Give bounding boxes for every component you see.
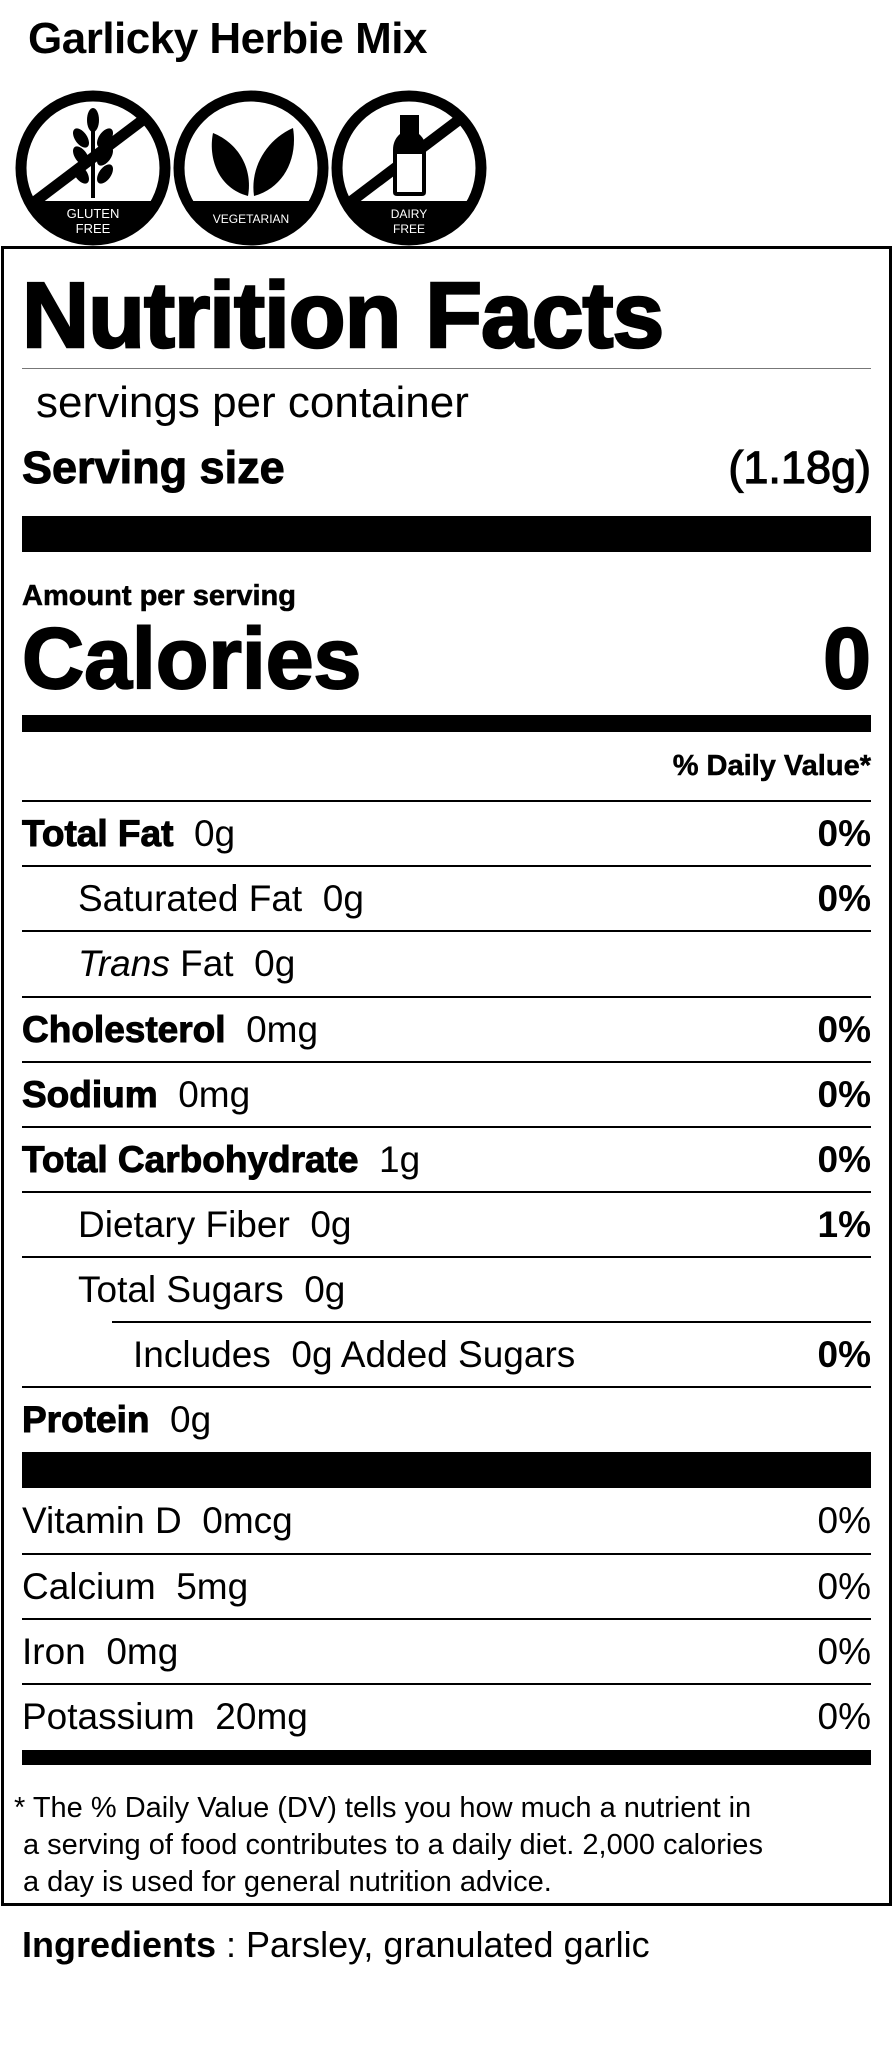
ingredients-text: Parsley, granulated garlic (246, 1924, 650, 1965)
vitamin-name: Potassium (22, 1695, 195, 1737)
nutrient-amount: 1g (379, 1138, 421, 1180)
nutrient-amount: 0mg (246, 1008, 319, 1050)
nutrient-name: Sodium (22, 1073, 159, 1115)
nutrient-amount: 0mg (178, 1073, 251, 1115)
footnote: * The % Daily Value (DV) tells you how m… (14, 1790, 874, 1901)
divider (22, 368, 871, 369)
calories-row: Calories 0 (21, 611, 872, 707)
nutrient-row-total-fat: Total Fat 0g 0% (21, 800, 871, 865)
badge-gluten-line1: GLUTEN (67, 206, 120, 221)
vitamin-dv: 0% (817, 1630, 871, 1672)
nutrient-dv: 0% (817, 877, 871, 919)
amount-per-serving: Amount per serving (22, 580, 297, 613)
vitamin-row-iron: Iron 0mg 0% (22, 1618, 871, 1683)
nutrient-row-added-sugars: Includes 0g Added Sugars 0% (112, 1321, 871, 1386)
badge-dairy-line1: DAIRY (391, 207, 427, 221)
dietary-badges: GLUTEN FREE VEGETARIAN DAIRY FREE (15, 90, 487, 246)
nutrient-name: Includes (133, 1333, 271, 1375)
nutrient-amount: 0g (310, 1203, 352, 1245)
nutrient-row-total-carbohydrate: Total Carbohydrate 1g 0% (21, 1126, 871, 1191)
vitamin-amount: 0mcg (202, 1499, 293, 1541)
medium-divider (22, 715, 871, 732)
thick-divider (22, 1452, 871, 1488)
vitamin-dv: 0% (817, 1499, 871, 1541)
calories-value: 0 (822, 611, 872, 707)
nutrient-name: Total Carbohydrate (21, 1138, 359, 1180)
nutrient-dv: 0% (817, 1333, 871, 1375)
vitamin-row-vitamin-d: Vitamin D 0mcg 0% (22, 1488, 871, 1553)
nutrient-name: Total Fat (21, 812, 174, 854)
footnote-line: a serving of food contributes to a daily… (23, 1829, 763, 1861)
serving-size-row: Serving size (1.18g) (22, 441, 872, 494)
medium-divider (22, 1750, 871, 1765)
serving-size-label: Serving size (22, 442, 286, 494)
nutrient-dv: 0% (817, 812, 871, 854)
vitamin-amount: 5mg (176, 1565, 249, 1607)
milk-bottle-icon: DAIRY FREE (331, 90, 487, 246)
thick-divider (22, 516, 871, 552)
nutrient-dv: 0% (817, 1008, 871, 1050)
wheat-icon: GLUTEN FREE (15, 90, 171, 246)
nutrient-row-sodium: Sodium 0mg 0% (22, 1061, 871, 1126)
nutrient-amount: 0g (322, 877, 364, 919)
vitamin-name: Vitamin D (22, 1499, 182, 1541)
nutrition-facts-heading: Nutrition Facts (21, 262, 666, 369)
nutrient-row-protein: Protein 0g (21, 1386, 871, 1451)
nutrient-amount: 0g Added Sugars (291, 1333, 576, 1375)
nutrient-name: Cholesterol (22, 1008, 227, 1050)
nutrient-name: Protein (21, 1398, 150, 1440)
vitamin-amount: 20mg (215, 1695, 308, 1737)
vitamin-name: Iron (22, 1630, 86, 1672)
nutrient-dv: 0% (817, 1138, 871, 1180)
badge-gluten-line2: FREE (76, 221, 111, 236)
vitamin-row-potassium: Potassium 20mg 0% (22, 1683, 871, 1748)
nutrient-name: Dietary Fiber (78, 1203, 290, 1245)
daily-value-header: % Daily Value* (672, 750, 871, 783)
nutrient-name-italic: Trans (78, 942, 170, 984)
nutrition-label (1, 246, 892, 1906)
vitamin-dv: 0% (817, 1565, 871, 1607)
footnote-line: * The % Daily Value (DV) tells you how m… (14, 1792, 752, 1824)
nutrient-row-dietary-fiber: Dietary Fiber 0g 1% (22, 1191, 871, 1256)
vitamin-name: Calcium (22, 1565, 156, 1607)
nutrient-name: Saturated Fat (78, 877, 303, 919)
ingredients-separator: : (216, 1924, 247, 1965)
vitamin-amount: 0mg (106, 1630, 179, 1672)
serving-size-value: (1.18g) (728, 441, 872, 493)
nutrient-row-saturated-fat: Saturated Fat 0g 0% (22, 865, 871, 930)
product-title: Garlicky Herbie Mix (28, 14, 427, 63)
nutrient-amount: 0g (304, 1268, 346, 1310)
footnote-line: a day is used for general nutrition advi… (23, 1866, 552, 1898)
leaves-icon: VEGETARIAN (173, 90, 329, 246)
vitamin-row-calcium: Calcium 5mg 0% (22, 1553, 871, 1618)
vitamin-dv: 0% (817, 1695, 871, 1737)
calories-label: Calories (21, 611, 362, 707)
nutrient-amount: 0g (254, 942, 296, 984)
nutrient-amount: 0g (170, 1398, 212, 1440)
ingredients: Ingredients : Parsley, granulated garlic (22, 1924, 650, 1966)
badge-vegetarian-label: VEGETARIAN (213, 212, 289, 226)
nutrient-name: Fat (180, 942, 234, 984)
nutrient-dv: 0% (817, 1073, 871, 1115)
nutrient-name: Total Sugars (78, 1268, 284, 1310)
nutrient-amount: 0g (193, 812, 236, 854)
nutrient-row-total-sugars: Total Sugars 0g (22, 1256, 871, 1321)
nutrient-row-trans-fat: Trans Fat 0g (22, 930, 871, 995)
nutrient-dv: 1% (817, 1203, 871, 1245)
nutrient-row-cholesterol: Cholesterol 0mg 0% (22, 996, 871, 1061)
badge-dairy-line2: FREE (393, 222, 425, 236)
ingredients-label: Ingredients (22, 1924, 217, 1965)
servings-per-container: servings per container (36, 378, 469, 427)
